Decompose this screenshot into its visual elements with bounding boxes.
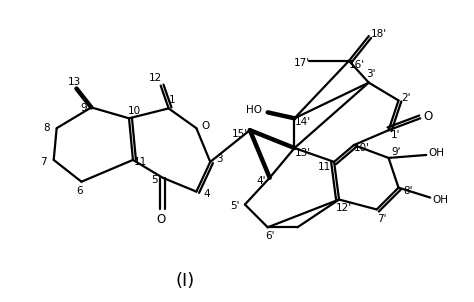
Text: (I): (I) bbox=[176, 272, 195, 290]
Text: 9': 9' bbox=[392, 147, 401, 157]
Text: 3: 3 bbox=[216, 154, 222, 164]
Text: 18': 18' bbox=[371, 29, 387, 39]
Text: 12': 12' bbox=[336, 204, 352, 214]
Text: 7': 7' bbox=[377, 214, 386, 224]
Text: 11': 11' bbox=[318, 162, 334, 172]
Text: 11: 11 bbox=[134, 157, 147, 167]
Text: 10: 10 bbox=[128, 106, 140, 116]
Text: 13': 13' bbox=[294, 148, 310, 158]
Text: O: O bbox=[424, 110, 433, 123]
Text: 4': 4' bbox=[256, 176, 265, 186]
Text: 2': 2' bbox=[401, 94, 411, 104]
Text: OH: OH bbox=[432, 194, 448, 204]
Text: 17': 17' bbox=[293, 58, 310, 68]
Text: 4: 4 bbox=[203, 189, 210, 199]
Text: 7: 7 bbox=[40, 157, 47, 167]
Text: 9: 9 bbox=[80, 103, 87, 113]
Text: 8: 8 bbox=[44, 123, 50, 133]
Text: 16': 16' bbox=[349, 60, 365, 70]
Text: OH: OH bbox=[428, 148, 444, 158]
Text: 6': 6' bbox=[265, 231, 274, 241]
Text: 6: 6 bbox=[76, 186, 83, 196]
Text: 13: 13 bbox=[68, 77, 81, 87]
Text: 1: 1 bbox=[169, 95, 176, 105]
Text: 14': 14' bbox=[294, 117, 310, 127]
Text: O: O bbox=[201, 121, 210, 131]
Text: 12: 12 bbox=[149, 73, 163, 83]
Text: 1': 1' bbox=[391, 130, 400, 140]
Text: HO: HO bbox=[246, 105, 262, 115]
Text: 10': 10' bbox=[354, 143, 370, 153]
Text: 3': 3' bbox=[366, 69, 375, 79]
Text: 5': 5' bbox=[230, 201, 240, 211]
Text: 5: 5 bbox=[152, 175, 158, 185]
Text: O: O bbox=[156, 213, 165, 226]
Text: 15': 15' bbox=[232, 129, 248, 139]
Text: 8': 8' bbox=[404, 186, 413, 196]
